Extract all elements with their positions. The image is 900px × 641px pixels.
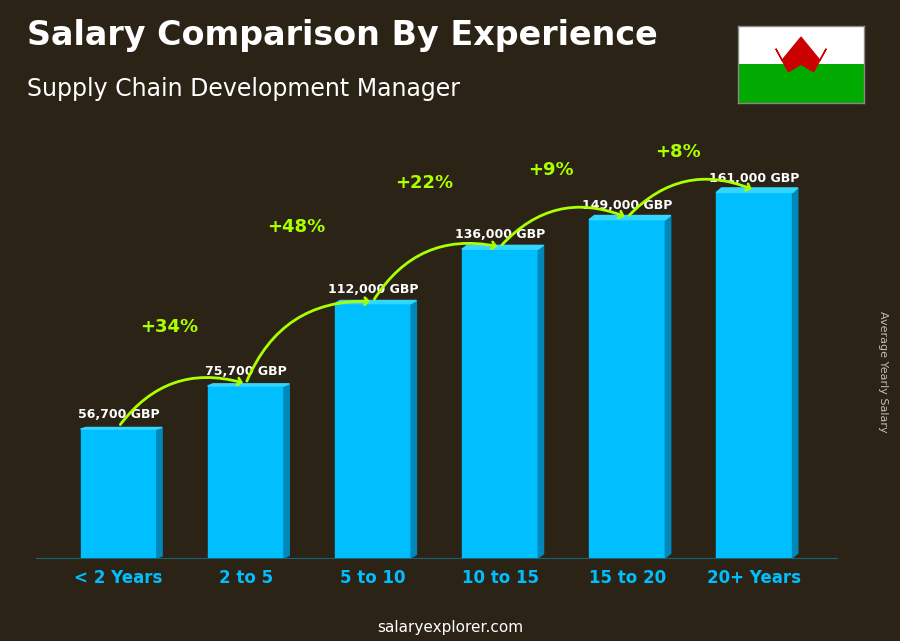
Text: Salary Comparison By Experience: Salary Comparison By Experience xyxy=(27,19,658,52)
Polygon shape xyxy=(284,384,289,558)
Bar xyxy=(738,26,864,64)
Polygon shape xyxy=(590,220,665,558)
Text: 136,000 GBP: 136,000 GBP xyxy=(454,228,545,241)
Text: +9%: +9% xyxy=(528,161,573,179)
Text: +22%: +22% xyxy=(395,174,453,192)
Text: 149,000 GBP: 149,000 GBP xyxy=(582,199,672,212)
Text: Average Yearly Salary: Average Yearly Salary xyxy=(878,311,887,433)
Polygon shape xyxy=(208,384,289,386)
Polygon shape xyxy=(538,246,544,558)
Text: 161,000 GBP: 161,000 GBP xyxy=(709,172,799,185)
Polygon shape xyxy=(411,301,417,558)
Polygon shape xyxy=(716,192,793,558)
Polygon shape xyxy=(665,215,670,558)
Polygon shape xyxy=(462,249,538,558)
Text: +8%: +8% xyxy=(655,143,701,161)
Polygon shape xyxy=(462,246,544,249)
Polygon shape xyxy=(80,428,162,429)
Polygon shape xyxy=(776,37,826,72)
Polygon shape xyxy=(80,429,157,558)
Text: +48%: +48% xyxy=(267,217,326,236)
Polygon shape xyxy=(335,304,411,558)
Polygon shape xyxy=(793,188,797,558)
Polygon shape xyxy=(716,188,797,192)
Text: 112,000 GBP: 112,000 GBP xyxy=(328,283,418,296)
Text: 75,700 GBP: 75,700 GBP xyxy=(205,365,287,378)
Text: 56,700 GBP: 56,700 GBP xyxy=(77,408,159,421)
Polygon shape xyxy=(157,428,162,558)
Bar xyxy=(738,64,864,103)
Text: Supply Chain Development Manager: Supply Chain Development Manager xyxy=(27,77,460,101)
Polygon shape xyxy=(335,301,417,304)
Polygon shape xyxy=(208,386,284,558)
Text: +34%: +34% xyxy=(140,318,199,336)
Text: salaryexplorer.com: salaryexplorer.com xyxy=(377,620,523,635)
Polygon shape xyxy=(590,215,670,220)
